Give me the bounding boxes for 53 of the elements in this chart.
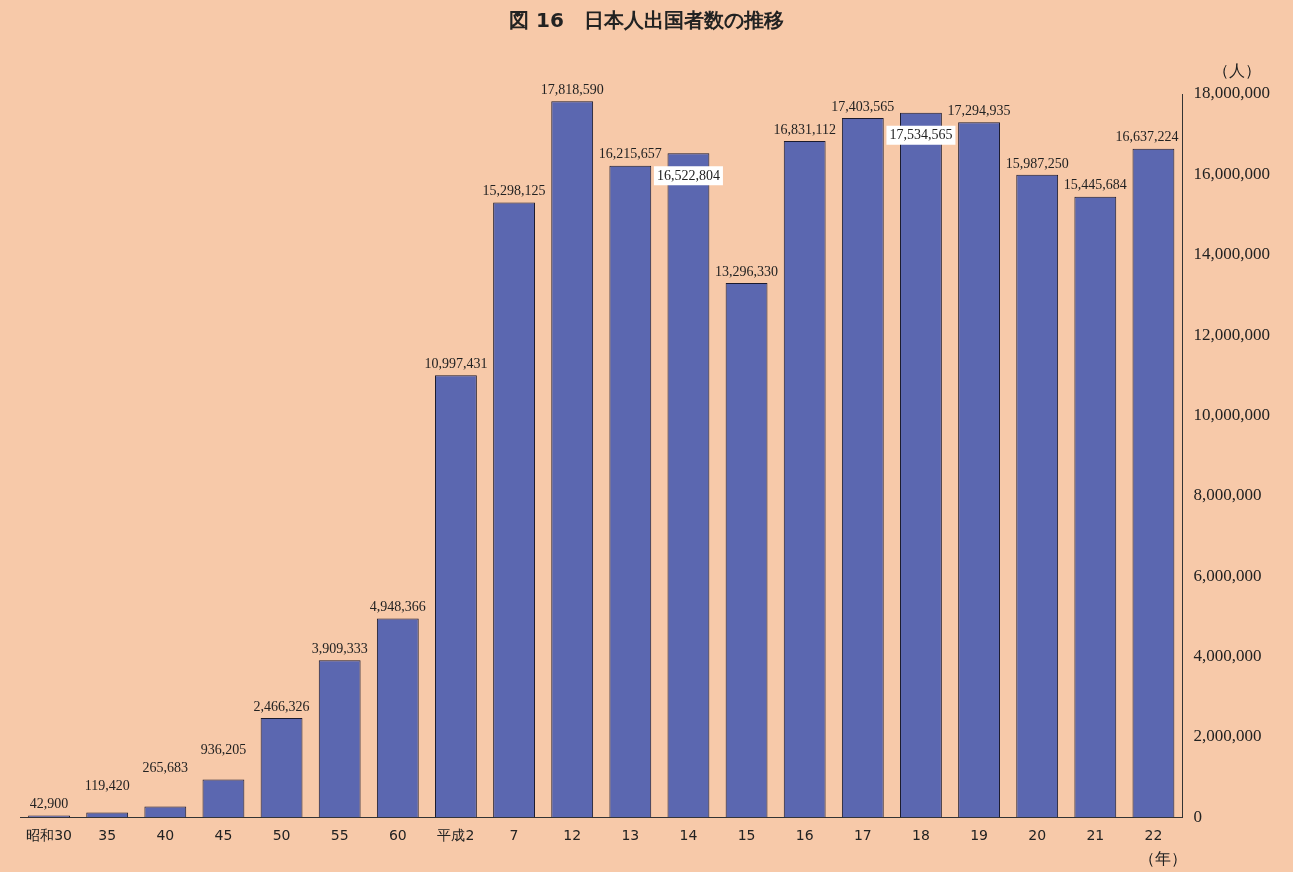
x-tick-label: 20 xyxy=(1028,827,1047,844)
data-label: 16,522,804 xyxy=(656,168,720,184)
x-axis-title: （年） xyxy=(1138,850,1187,868)
x-tick-label: 50 xyxy=(272,827,291,844)
data-label: 2,466,326 xyxy=(253,698,310,714)
x-tick-label: 14 xyxy=(679,827,698,844)
data-label: 265,683 xyxy=(142,760,189,776)
data-label: 4,948,366 xyxy=(369,599,426,615)
data-label: 936,205 xyxy=(200,742,247,758)
x-tick-label: 15 xyxy=(737,827,756,844)
data-label: 16,215,657 xyxy=(598,146,662,162)
data-label: 17,818,590 xyxy=(540,81,604,97)
x-tick-label: 35 xyxy=(98,827,117,844)
x-tick-label: 21 xyxy=(1086,827,1105,844)
x-tick-label: 40 xyxy=(156,827,175,844)
y-tick-label: 16,000,000 xyxy=(1193,163,1270,183)
x-tick-label: 7 xyxy=(509,827,519,844)
y-tick-label: 2,000,000 xyxy=(1193,726,1262,746)
x-tick-label: 平成2 xyxy=(437,827,475,844)
y-tick-label: 12,000,000 xyxy=(1193,324,1270,344)
data-label: 17,403,565 xyxy=(831,98,895,114)
data-label: 16,637,224 xyxy=(1115,129,1179,145)
x-tick-label: 60 xyxy=(388,827,407,844)
data-label: 16,831,112 xyxy=(773,121,836,137)
data-label: 17,294,935 xyxy=(947,103,1011,118)
chart-title: 図 16 日本人出国者数の推移 xyxy=(509,8,784,33)
x-tick-label: 55 xyxy=(330,827,349,844)
y-tick-label: 10,000,000 xyxy=(1193,404,1270,424)
x-tick-label: 45 xyxy=(214,827,233,844)
y-tick-label: 18,000,000 xyxy=(1193,83,1270,103)
x-tick-label: 19 xyxy=(970,827,988,844)
data-label: 17,534,565 xyxy=(889,127,953,143)
data-label: 42,900 xyxy=(29,796,69,812)
x-tick-label: 22 xyxy=(1144,827,1163,844)
data-label: 10,997,431 xyxy=(424,356,488,372)
x-tick-label: 17 xyxy=(853,827,872,844)
y-tick-label: 14,000,000 xyxy=(1193,244,1270,264)
data-label: 13,296,330 xyxy=(715,263,779,279)
data-label: 3,909,333 xyxy=(311,640,368,656)
x-tick-label: 16 xyxy=(795,827,814,844)
y-tick-label: 0 xyxy=(1193,806,1202,826)
y-tick-label: 8,000,000 xyxy=(1193,485,1262,505)
x-tick-label: 12 xyxy=(563,827,582,844)
y-tick-label: 6,000,000 xyxy=(1193,565,1262,585)
data-label: 15,298,125 xyxy=(482,183,546,199)
x-tick-label: 昭和30 xyxy=(26,827,72,844)
x-tick-label: 13 xyxy=(621,827,640,844)
data-label: 15,987,250 xyxy=(1005,155,1069,171)
x-tick-label: 18 xyxy=(912,827,930,844)
y-tick-label: 4,000,000 xyxy=(1193,645,1262,665)
data-label: 15,445,684 xyxy=(1063,177,1127,193)
y-axis-title: （人） xyxy=(1212,62,1261,80)
data-label: 119,420 xyxy=(84,778,130,794)
